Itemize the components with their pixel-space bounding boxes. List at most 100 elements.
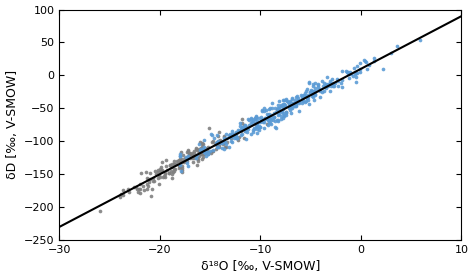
Point <box>213 139 221 144</box>
Point <box>222 145 229 150</box>
Point <box>245 117 252 121</box>
Point <box>166 162 174 167</box>
Point <box>228 131 236 136</box>
Point <box>179 164 186 169</box>
Point <box>316 87 324 91</box>
Point <box>254 121 261 125</box>
Point <box>239 125 247 129</box>
Point <box>265 116 273 121</box>
Point <box>300 93 308 97</box>
Point <box>274 108 282 113</box>
Point <box>319 79 326 83</box>
Point <box>203 151 210 155</box>
Point <box>253 121 261 126</box>
Point <box>176 158 183 162</box>
Point <box>308 94 315 98</box>
Point <box>204 145 211 150</box>
Point <box>159 175 166 179</box>
Point <box>226 135 234 139</box>
Point <box>304 98 312 102</box>
Point <box>226 144 233 149</box>
Point <box>345 76 352 80</box>
Point <box>205 151 212 156</box>
Point <box>266 106 273 111</box>
Point <box>271 124 279 129</box>
Point <box>287 111 294 116</box>
Point <box>278 103 285 107</box>
Point <box>268 113 275 117</box>
Point <box>280 114 288 118</box>
Point <box>158 168 166 172</box>
Point <box>236 134 243 139</box>
Point <box>201 149 209 154</box>
Point <box>228 140 236 144</box>
Point <box>323 86 330 90</box>
Point <box>185 151 192 155</box>
Point <box>234 136 241 141</box>
Point <box>196 140 204 144</box>
Point <box>301 91 308 95</box>
Point <box>285 104 293 108</box>
Point <box>350 66 358 70</box>
Point <box>184 149 191 153</box>
Point <box>237 127 245 131</box>
Point <box>265 107 273 111</box>
Point <box>227 133 234 138</box>
Point <box>300 93 308 97</box>
Point <box>330 84 337 88</box>
Point <box>277 104 285 108</box>
Point <box>203 149 210 153</box>
Point <box>179 160 186 164</box>
Point <box>274 107 282 111</box>
Point <box>270 115 278 119</box>
Point <box>327 88 334 93</box>
Point <box>197 151 205 156</box>
Point <box>292 101 300 106</box>
Point <box>215 145 223 149</box>
Point <box>345 70 352 74</box>
Point <box>321 84 329 89</box>
Point <box>137 187 144 191</box>
Point <box>166 162 174 167</box>
Point <box>201 148 208 153</box>
Point <box>221 140 229 145</box>
Point <box>252 121 260 125</box>
Point <box>152 168 159 173</box>
Point <box>215 139 223 143</box>
Point <box>270 114 277 119</box>
Point <box>285 102 292 107</box>
Point <box>328 84 335 88</box>
Point <box>192 156 200 160</box>
Point <box>215 143 222 147</box>
Point <box>175 165 183 170</box>
Point <box>182 156 190 160</box>
Point <box>220 134 228 139</box>
Point <box>158 160 165 164</box>
Point <box>205 126 213 130</box>
Point <box>264 123 272 128</box>
Point <box>236 121 243 125</box>
Point <box>235 129 243 133</box>
Point <box>196 148 204 152</box>
Point <box>185 153 193 158</box>
Point <box>334 84 342 88</box>
Point <box>174 158 182 163</box>
Point <box>241 127 249 132</box>
Point <box>322 82 330 86</box>
Point <box>242 124 249 129</box>
Point <box>267 122 274 126</box>
Point <box>170 159 178 163</box>
Point <box>190 151 197 155</box>
Point <box>213 145 221 150</box>
Point <box>363 66 371 71</box>
Point <box>213 143 220 147</box>
Point <box>234 138 242 142</box>
Point <box>215 130 223 134</box>
Point <box>227 135 234 139</box>
Point <box>135 187 142 191</box>
Point <box>192 147 200 151</box>
Point <box>200 145 208 149</box>
Point <box>137 171 145 175</box>
Point <box>264 117 272 121</box>
Point <box>210 148 217 153</box>
